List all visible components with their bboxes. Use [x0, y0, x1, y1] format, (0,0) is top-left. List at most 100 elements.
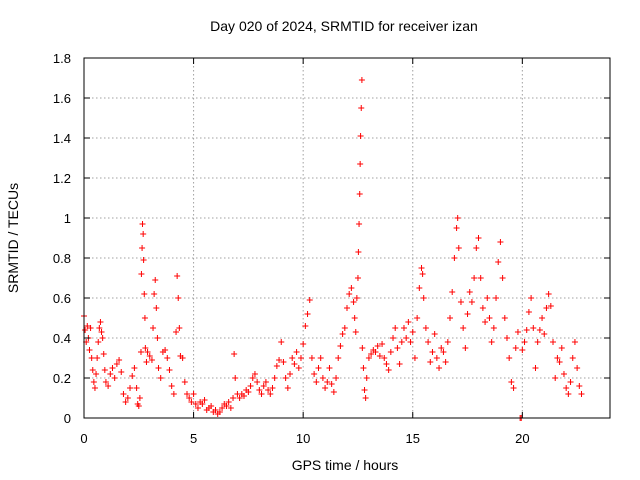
data-point — [267, 391, 274, 397]
data-point — [251, 371, 258, 377]
data-point — [385, 367, 392, 373]
data-point — [201, 397, 208, 403]
data-point — [545, 291, 552, 297]
data-point — [543, 305, 550, 311]
data-point — [383, 361, 390, 367]
data-point — [155, 365, 162, 371]
data-point — [216, 409, 223, 415]
data-point — [94, 355, 101, 361]
data-point — [153, 305, 160, 311]
data-point — [89, 367, 96, 373]
y-tick-label: 0.8 — [53, 251, 71, 266]
data-point — [256, 387, 263, 393]
data-point — [352, 329, 359, 335]
data-point — [173, 329, 180, 335]
data-point — [133, 385, 140, 391]
data-point — [148, 357, 155, 363]
data-point — [508, 379, 515, 385]
data-point — [447, 315, 454, 321]
data-point — [358, 105, 365, 111]
data-point — [554, 355, 561, 361]
data-point — [361, 387, 368, 393]
data-point — [449, 289, 456, 295]
data-point — [188, 399, 195, 405]
data-point — [245, 389, 252, 395]
data-point — [414, 315, 421, 321]
data-point — [506, 355, 513, 361]
data-point — [311, 371, 318, 377]
data-point — [351, 315, 358, 321]
data-point — [143, 359, 150, 365]
data-point — [346, 291, 353, 297]
data-point — [164, 355, 171, 361]
data-point — [354, 275, 361, 281]
data-point — [151, 291, 158, 297]
axis-ticks — [83, 57, 610, 419]
data-point — [282, 375, 289, 381]
data-point — [360, 365, 367, 371]
data-point — [95, 339, 102, 345]
data-point — [326, 365, 333, 371]
x-tick-label: 10 — [296, 431, 310, 446]
data-point — [510, 385, 517, 391]
data-point — [341, 325, 348, 331]
data-point — [293, 349, 300, 355]
plot-frame — [83, 57, 611, 419]
data-point — [99, 335, 106, 341]
data-point — [488, 339, 495, 345]
data-points — [81, 77, 585, 421]
data-point — [578, 391, 585, 397]
data-point — [324, 379, 331, 385]
data-point — [530, 325, 537, 331]
data-point — [571, 339, 578, 345]
data-point — [230, 395, 237, 401]
data-point — [372, 349, 379, 355]
data-point — [87, 325, 94, 331]
data-point — [563, 385, 570, 391]
data-point — [547, 303, 554, 309]
data-point — [357, 161, 364, 167]
data-point — [276, 357, 283, 363]
data-point — [144, 349, 151, 355]
data-point — [280, 359, 287, 365]
data-point — [534, 339, 541, 345]
data-point — [107, 371, 114, 377]
data-point — [427, 359, 434, 365]
data-point — [499, 275, 506, 281]
data-point — [482, 319, 489, 325]
data-point — [425, 339, 432, 345]
data-point — [139, 245, 146, 251]
data-point — [556, 359, 563, 365]
x-tick-label: 0 — [80, 431, 87, 446]
data-point — [105, 383, 112, 389]
data-point — [464, 311, 471, 317]
data-point — [396, 361, 403, 367]
data-point — [190, 391, 197, 397]
data-point — [560, 371, 567, 377]
data-point — [166, 367, 173, 373]
data-point — [90, 379, 97, 385]
data-point — [486, 315, 493, 321]
data-point — [381, 355, 388, 361]
data-point — [138, 271, 145, 277]
data-point — [271, 375, 278, 381]
data-point — [254, 379, 261, 385]
data-point — [440, 349, 447, 355]
data-point — [176, 325, 183, 331]
data-point — [484, 295, 491, 301]
data-point — [168, 383, 175, 389]
data-point — [131, 365, 138, 371]
data-point — [297, 355, 304, 361]
data-point — [140, 257, 147, 263]
data-point — [129, 373, 136, 379]
y-tick-label: 1.4 — [53, 131, 71, 146]
data-point — [411, 355, 418, 361]
data-point — [337, 343, 344, 349]
data-point — [308, 355, 315, 361]
data-point — [306, 297, 313, 303]
data-point — [455, 245, 462, 251]
y-tick-label: 0.6 — [53, 291, 71, 306]
data-point — [523, 327, 530, 333]
data-point — [558, 345, 565, 351]
data-point — [284, 385, 291, 391]
